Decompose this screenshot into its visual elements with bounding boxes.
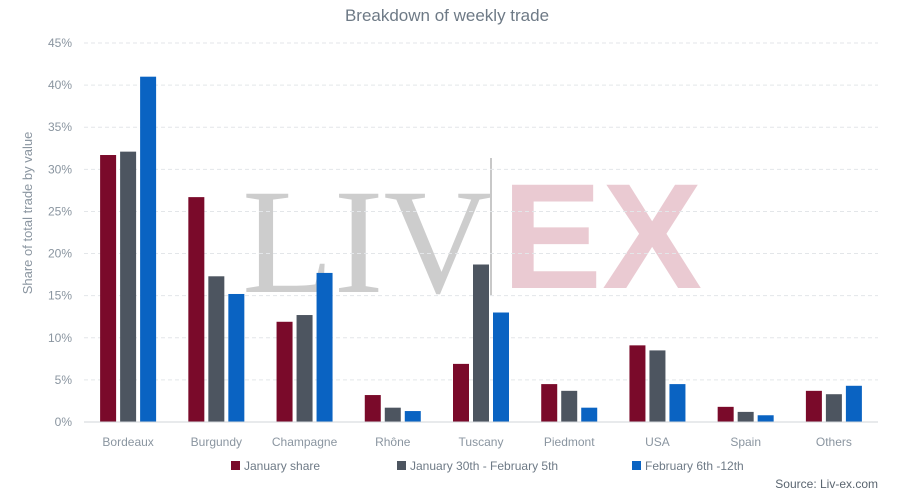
- x-tick-label: Burgundy: [191, 435, 242, 449]
- bar: [845, 385, 862, 422]
- y-tick-label: 25%: [48, 204, 72, 218]
- x-tick-label: Tuscany: [459, 435, 504, 449]
- x-tick-label: Champagne: [272, 435, 338, 449]
- watermark-ex: EX: [502, 152, 702, 320]
- bars-layer: [100, 76, 862, 422]
- legend-label: January share: [244, 459, 320, 473]
- bar: [717, 406, 734, 422]
- legend-label: January 30th - February 5th: [410, 459, 558, 473]
- bar: [296, 315, 313, 422]
- bar: [276, 321, 293, 422]
- y-tick-label: 45%: [48, 36, 72, 50]
- bar: [316, 272, 333, 422]
- source-note: Source: Liv-ex.com: [775, 477, 878, 491]
- x-tick-label: USA: [645, 435, 670, 449]
- bar: [228, 293, 245, 422]
- bar: [473, 264, 489, 422]
- y-tick-label: 15%: [48, 289, 72, 303]
- grid-layer: 0% 5% 10% 15% 20% 25% 30% 35% 40% 45%: [48, 36, 878, 429]
- bar: [669, 384, 686, 422]
- legend-swatch: [397, 461, 406, 470]
- bar: [561, 390, 578, 422]
- bar: [100, 155, 117, 422]
- bar: [364, 395, 381, 422]
- y-tick-label: 30%: [48, 162, 72, 176]
- bar: [208, 276, 225, 422]
- bar: [453, 363, 469, 422]
- bar: [188, 197, 205, 422]
- y-tick-label: 0%: [55, 415, 73, 429]
- bar: [805, 390, 822, 422]
- chart-title: Breakdown of weekly trade: [345, 6, 549, 25]
- bar: [581, 407, 598, 422]
- y-tick-label: 5%: [55, 373, 73, 387]
- watermark-liv: LIV: [242, 159, 492, 325]
- bar: [629, 345, 646, 422]
- y-tick-label: 40%: [48, 78, 72, 92]
- y-tick-label: 10%: [48, 331, 72, 345]
- legend: January share January 30th - February 5th…: [231, 459, 744, 473]
- bar: [493, 312, 509, 422]
- x-tick-label: Bordeaux: [102, 435, 153, 449]
- watermark: LIV EX: [242, 152, 702, 325]
- bar: [541, 384, 558, 422]
- x-tick-label: Others: [816, 435, 852, 449]
- bar: [120, 151, 137, 422]
- x-axis: Bordeaux Burgundy Champagne Rhône Tuscany Pie…: [84, 421, 878, 449]
- legend-swatch: [231, 461, 240, 470]
- bar: [140, 76, 157, 422]
- bar: [649, 350, 666, 422]
- bar: [384, 407, 401, 422]
- x-tick-label: Rhône: [375, 435, 411, 449]
- y-tick-label: 20%: [48, 247, 72, 261]
- bar: [737, 411, 754, 422]
- legend-swatch: [632, 461, 641, 470]
- bar: [404, 411, 421, 422]
- y-axis-label: Share of total trade by value: [20, 132, 35, 295]
- bar: [757, 415, 774, 422]
- x-tick-label: Spain: [730, 435, 761, 449]
- legend-label: February 6th -12th: [645, 459, 744, 473]
- bar: [825, 394, 842, 422]
- x-tick-label: Piedmont: [544, 435, 595, 449]
- y-tick-label: 35%: [48, 120, 72, 134]
